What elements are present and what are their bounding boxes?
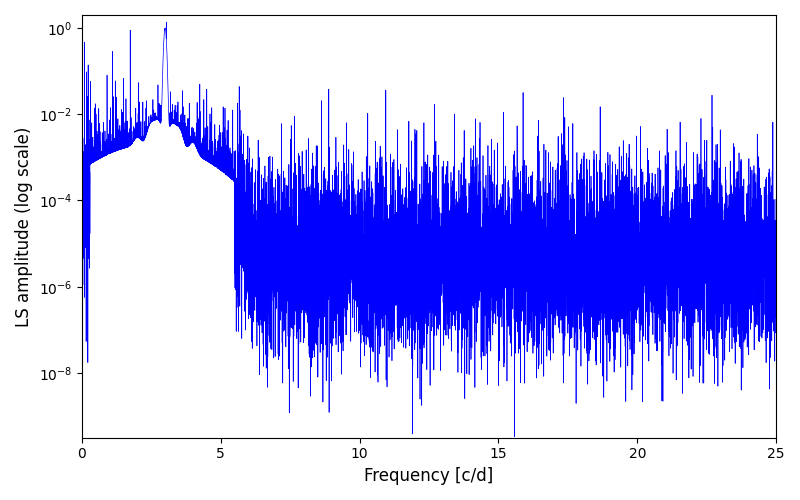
Y-axis label: LS amplitude (log scale): LS amplitude (log scale) [15,126,33,326]
X-axis label: Frequency [c/d]: Frequency [c/d] [364,467,494,485]
